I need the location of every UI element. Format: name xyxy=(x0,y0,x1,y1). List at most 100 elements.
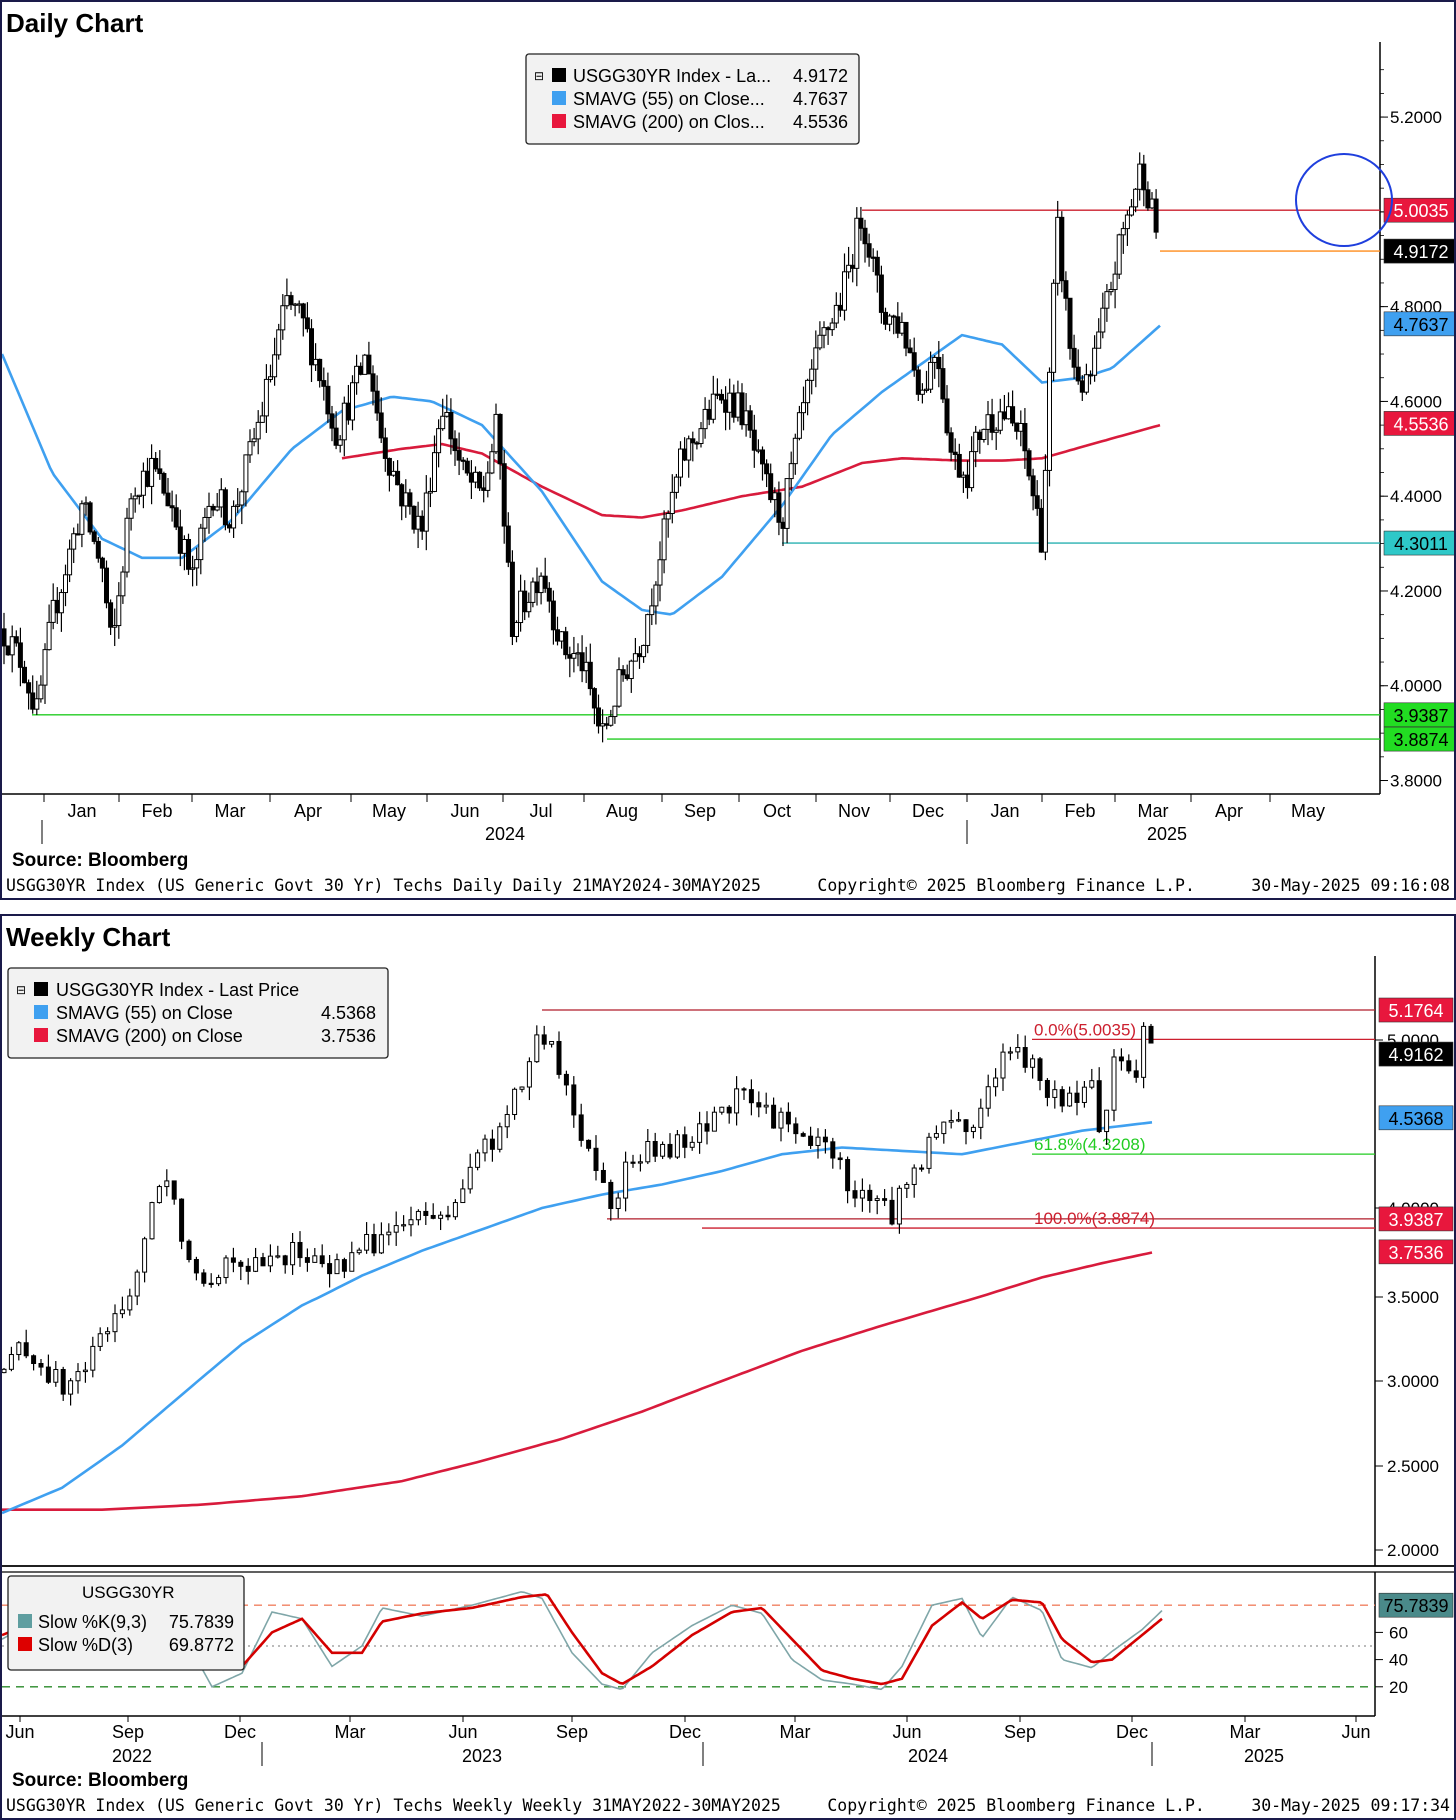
daily-candle-122 xyxy=(501,463,507,527)
weekly-candle-33 xyxy=(245,1265,251,1272)
daily-y-tick-label-0: 5.2000 xyxy=(1390,108,1442,127)
daily-candle-42 xyxy=(173,507,179,528)
daily-candle-232 xyxy=(952,451,958,455)
weekly-candle-49 xyxy=(364,1233,370,1251)
daily-candle-185 xyxy=(760,449,765,465)
stoch-legend-swatch-0 xyxy=(18,1614,32,1628)
daily-legend-label-1: SMAVG (55) on Close... xyxy=(573,89,765,109)
weekly-level-tag-2-bg xyxy=(1378,1105,1454,1131)
weekly-candle-20 xyxy=(149,1202,155,1240)
daily-candle-49 xyxy=(202,516,208,529)
daily-x-month-15: Apr xyxy=(1215,801,1243,821)
weekly-candle-32 xyxy=(238,1261,244,1267)
daily-candle-162 xyxy=(665,513,671,520)
daily-candle-177 xyxy=(727,392,733,413)
daily-candle-238 xyxy=(977,431,983,440)
stoch-legend-value-1: 69.8772 xyxy=(169,1635,234,1655)
weekly-candle-132 xyxy=(978,1107,984,1128)
weekly-x-year-0: 2022 xyxy=(112,1746,152,1766)
weekly-legend-label-0: USGG30YR Index - Last Price xyxy=(56,980,299,1000)
weekly-candle-8 xyxy=(60,1369,66,1395)
daily-candle-194 xyxy=(796,412,802,439)
weekly-candle-79 xyxy=(586,1139,592,1149)
daily-candle-30 xyxy=(124,517,130,573)
daily-level-tag-5: 3.9387 xyxy=(1393,706,1448,726)
daily-candle-219 xyxy=(899,321,905,334)
daily-y-tick-label-7: 3.8000 xyxy=(1390,772,1442,791)
daily-candle-57 xyxy=(235,504,241,507)
daily-candle-89 xyxy=(366,354,372,375)
daily-candle-147 xyxy=(604,723,610,726)
stoch-legend-title: USGG30YR xyxy=(82,1583,175,1602)
weekly-candle-150 xyxy=(1111,1056,1117,1111)
daily-candle-224 xyxy=(919,389,925,395)
daily-candle-128 xyxy=(526,601,532,613)
daily-candle-212 xyxy=(870,256,876,259)
weekly-candle-61 xyxy=(452,1202,458,1218)
weekly-x-year-2: 2024 xyxy=(908,1746,948,1766)
stoch-k-tag-bg xyxy=(1378,1592,1454,1618)
daily-level-tag-3-bg xyxy=(1383,411,1454,436)
daily-x-month-3: Apr xyxy=(294,801,322,821)
weekly-candle-130 xyxy=(963,1119,969,1133)
weekly-candle-19 xyxy=(142,1238,148,1273)
weekly-candle-135 xyxy=(1000,1051,1006,1079)
weekly-x-year-1: 2023 xyxy=(462,1746,502,1766)
daily-candle-121 xyxy=(497,413,503,465)
weekly-candle-141 xyxy=(1044,1079,1050,1098)
daily-candle-21 xyxy=(87,502,93,533)
daily-candle-149 xyxy=(612,705,618,718)
weekly-candle-69 xyxy=(512,1088,518,1116)
daily-legend-swatch-1 xyxy=(552,91,566,105)
daily-candle-266 xyxy=(1092,347,1098,376)
daily-level-tag-1-bg xyxy=(1383,238,1454,264)
daily-candle-197 xyxy=(809,368,815,381)
weekly-candle-10 xyxy=(75,1371,81,1382)
daily-candle-262 xyxy=(1075,366,1081,382)
daily-candle-178 xyxy=(731,392,737,418)
daily-candle-58 xyxy=(239,491,245,506)
daily-candle-37 xyxy=(153,457,159,470)
daily-candle-79 xyxy=(325,385,331,415)
weekly-candle-148 xyxy=(1096,1080,1102,1133)
daily-candle-35 xyxy=(145,470,150,487)
stoch-legend-box xyxy=(7,1575,245,1671)
daily-legend-label-2: SMAVG (200) on Clos... xyxy=(573,112,765,132)
daily-candle-99 xyxy=(407,492,413,507)
daily-candle-179 xyxy=(735,392,741,418)
weekly-sma200-line xyxy=(2,1251,1153,1512)
daily-footer-timestamp: 30-May-2025 09:16:08 xyxy=(1251,876,1450,895)
daily-legend-value-1: 4.7637 xyxy=(793,89,848,109)
daily-candle-199 xyxy=(817,334,823,349)
daily-candle-153 xyxy=(628,660,634,680)
daily-y-tick-label-4: 4.4000 xyxy=(1390,487,1442,506)
weekly-candle-67 xyxy=(497,1126,503,1150)
daily-candle-210 xyxy=(862,227,868,245)
weekly-legend-box xyxy=(7,967,389,1059)
weekly-x-month-5: Sep xyxy=(556,1722,588,1742)
weekly-candle-47 xyxy=(349,1252,355,1272)
daily-x-month-13: Feb xyxy=(1064,801,1095,821)
daily-candle-101 xyxy=(415,515,421,530)
daily-candle-124 xyxy=(509,561,515,637)
daily-candle-17 xyxy=(71,533,77,550)
daily-candle-208 xyxy=(854,217,860,269)
daily-candle-193 xyxy=(792,437,798,465)
daily-level-tag-0-bg xyxy=(1383,197,1454,223)
weekly-x-month-10: Dec xyxy=(1116,1722,1148,1742)
daily-candle-159 xyxy=(653,584,659,607)
weekly-legend-value-1: 4.5368 xyxy=(321,1003,376,1023)
weekly-legend-swatch-2 xyxy=(34,1028,48,1042)
weekly-candle-45 xyxy=(334,1259,340,1275)
daily-legend-swatch-2 xyxy=(552,114,566,128)
weekly-footer-timestamp: 30-May-2025 09:17:34 xyxy=(1251,1796,1450,1815)
daily-candle-47 xyxy=(194,559,200,569)
daily-candle-87 xyxy=(358,365,364,375)
weekly-x-month-8: Jun xyxy=(892,1722,921,1742)
daily-candle-15 xyxy=(63,574,68,594)
weekly-candle-124 xyxy=(919,1167,925,1170)
weekly-candle-95 xyxy=(704,1123,710,1132)
daily-candle-152 xyxy=(624,674,630,680)
weekly-candle-41 xyxy=(304,1257,310,1263)
daily-candle-258 xyxy=(1059,216,1065,282)
